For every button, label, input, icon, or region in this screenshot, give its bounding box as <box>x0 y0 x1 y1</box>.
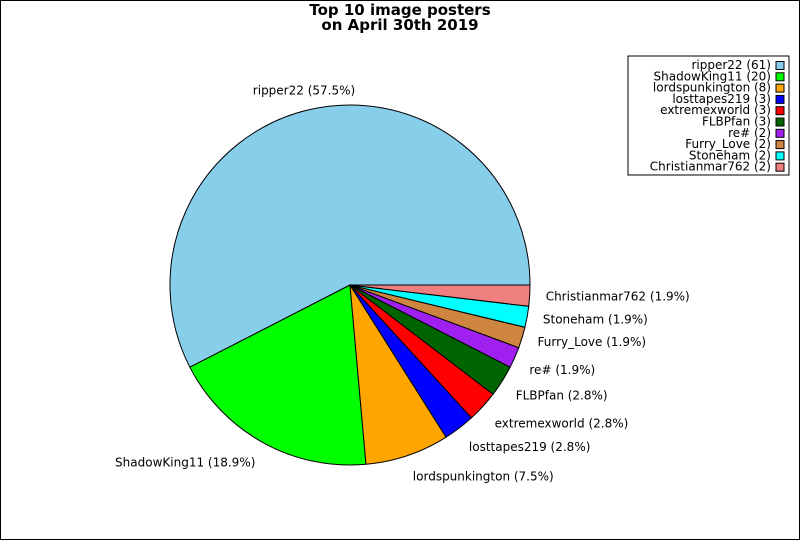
legend-label-shadowking11: ShadowKing11 (20) <box>654 69 772 83</box>
slice-labels: ripper22 (57.5%) ShadowKing11 (18.9%) lord… <box>115 84 690 484</box>
legend-swatch-ripper22 <box>775 61 785 70</box>
legend-swatch-lordspunkington <box>775 83 785 93</box>
chart-title: Top 10 image posters on April 30th 2019 <box>0 3 800 33</box>
legend-swatch-stoneham <box>775 151 785 161</box>
slice-label-re: re# (1.9%) <box>529 363 595 377</box>
slice-label-christianmar762: Christianmar762 (1.9%) <box>546 290 690 304</box>
legend-swatch-extremexworld <box>775 106 785 116</box>
legend-label-re: re# (2) <box>728 126 771 140</box>
legend-swatch-shadowking11 <box>775 72 785 82</box>
slice-label-losttapes219: losttapes219 (2.8%) <box>469 440 591 454</box>
legend-swatch-flbpfan <box>775 117 785 127</box>
legend-swatch-christianmar762 <box>775 162 785 172</box>
chart-title-line-1: Top 10 image posters <box>309 1 491 19</box>
legend-label-flbpfan: FLBPfan (3) <box>702 115 771 129</box>
legend-swatch-losttapes219 <box>775 94 785 104</box>
legend-label-lordspunkington: lordspunkington (8) <box>653 81 771 95</box>
legend-label-ripper22: ripper22 (61) <box>691 58 771 72</box>
slice-label-stoneham: Stoneham (1.9%) <box>543 313 648 327</box>
slice-label-furry-love: Furry_Love (1.9%) <box>538 335 647 349</box>
slice-label-lordspunkington: lordspunkington (7.5%) <box>413 470 554 484</box>
legend: ripper22 (61)ShadowKing11 (20)lordspunki… <box>627 55 790 176</box>
legend-label-furry-love: Furry_Love (2) <box>685 137 771 151</box>
slice-label-ripper22: ripper22 (57.5%) <box>253 84 355 98</box>
legend-label-losttapes219: losttapes219 (3) <box>672 92 771 106</box>
slice-label-extremexworld: extremexworld (2.8%) <box>495 416 629 430</box>
pie-slice-shadowking11 <box>189 284 367 466</box>
legend-label-extremexworld: extremexworld (3) <box>660 103 771 117</box>
legend-swatch-furry-love <box>775 140 785 150</box>
legend-box <box>627 55 790 176</box>
slice-label-shadowking11: ShadowKing11 (18.9%) <box>115 456 255 470</box>
slice-label-flbpfan: FLBPfan (2.8%) <box>516 389 608 403</box>
pie-slice-ripper22 <box>169 104 531 368</box>
legend-label-christianmar762: Christianmar762 (2) <box>650 160 771 174</box>
chart-title-line-2: on April 30th 2019 <box>321 16 479 34</box>
pie-slice-christianmar762 <box>349 284 531 307</box>
pie-slices <box>169 104 531 466</box>
legend-swatch-re <box>775 128 785 138</box>
legend-label-stoneham: Stoneham (2) <box>689 148 771 162</box>
